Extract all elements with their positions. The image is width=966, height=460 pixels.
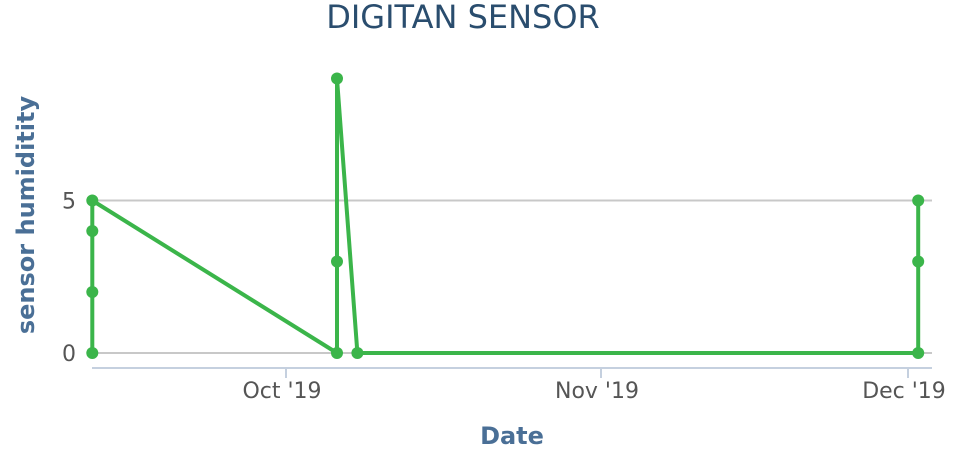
y-axis-title: sensor humiditity (12, 96, 40, 335)
data-point (912, 255, 925, 268)
data-point (912, 194, 925, 207)
data-point (86, 194, 99, 207)
y-tick-label: 0 (62, 342, 76, 367)
x-tick-label: Nov '19 (555, 379, 639, 404)
data-point (331, 72, 343, 85)
x-ticks: Oct '19 Nov '19 Dec '19 (242, 368, 946, 404)
x-axis-title: Date (480, 422, 544, 450)
x-tick-label: Oct '19 (242, 379, 321, 404)
data-point (86, 347, 99, 359)
data-point (351, 347, 364, 359)
data-point (331, 347, 343, 359)
data-point (912, 347, 925, 359)
data-point (86, 225, 99, 237)
chart-title: DIGITAN SENSOR (326, 0, 600, 36)
y-tick-label: 5 (62, 190, 76, 215)
data-point (86, 286, 99, 298)
x-tick-label: Dec '19 (862, 379, 946, 404)
data-point (331, 255, 343, 268)
series-layer (86, 72, 925, 359)
series-line (90, 76, 921, 355)
y-ticks: 05 (62, 190, 76, 368)
